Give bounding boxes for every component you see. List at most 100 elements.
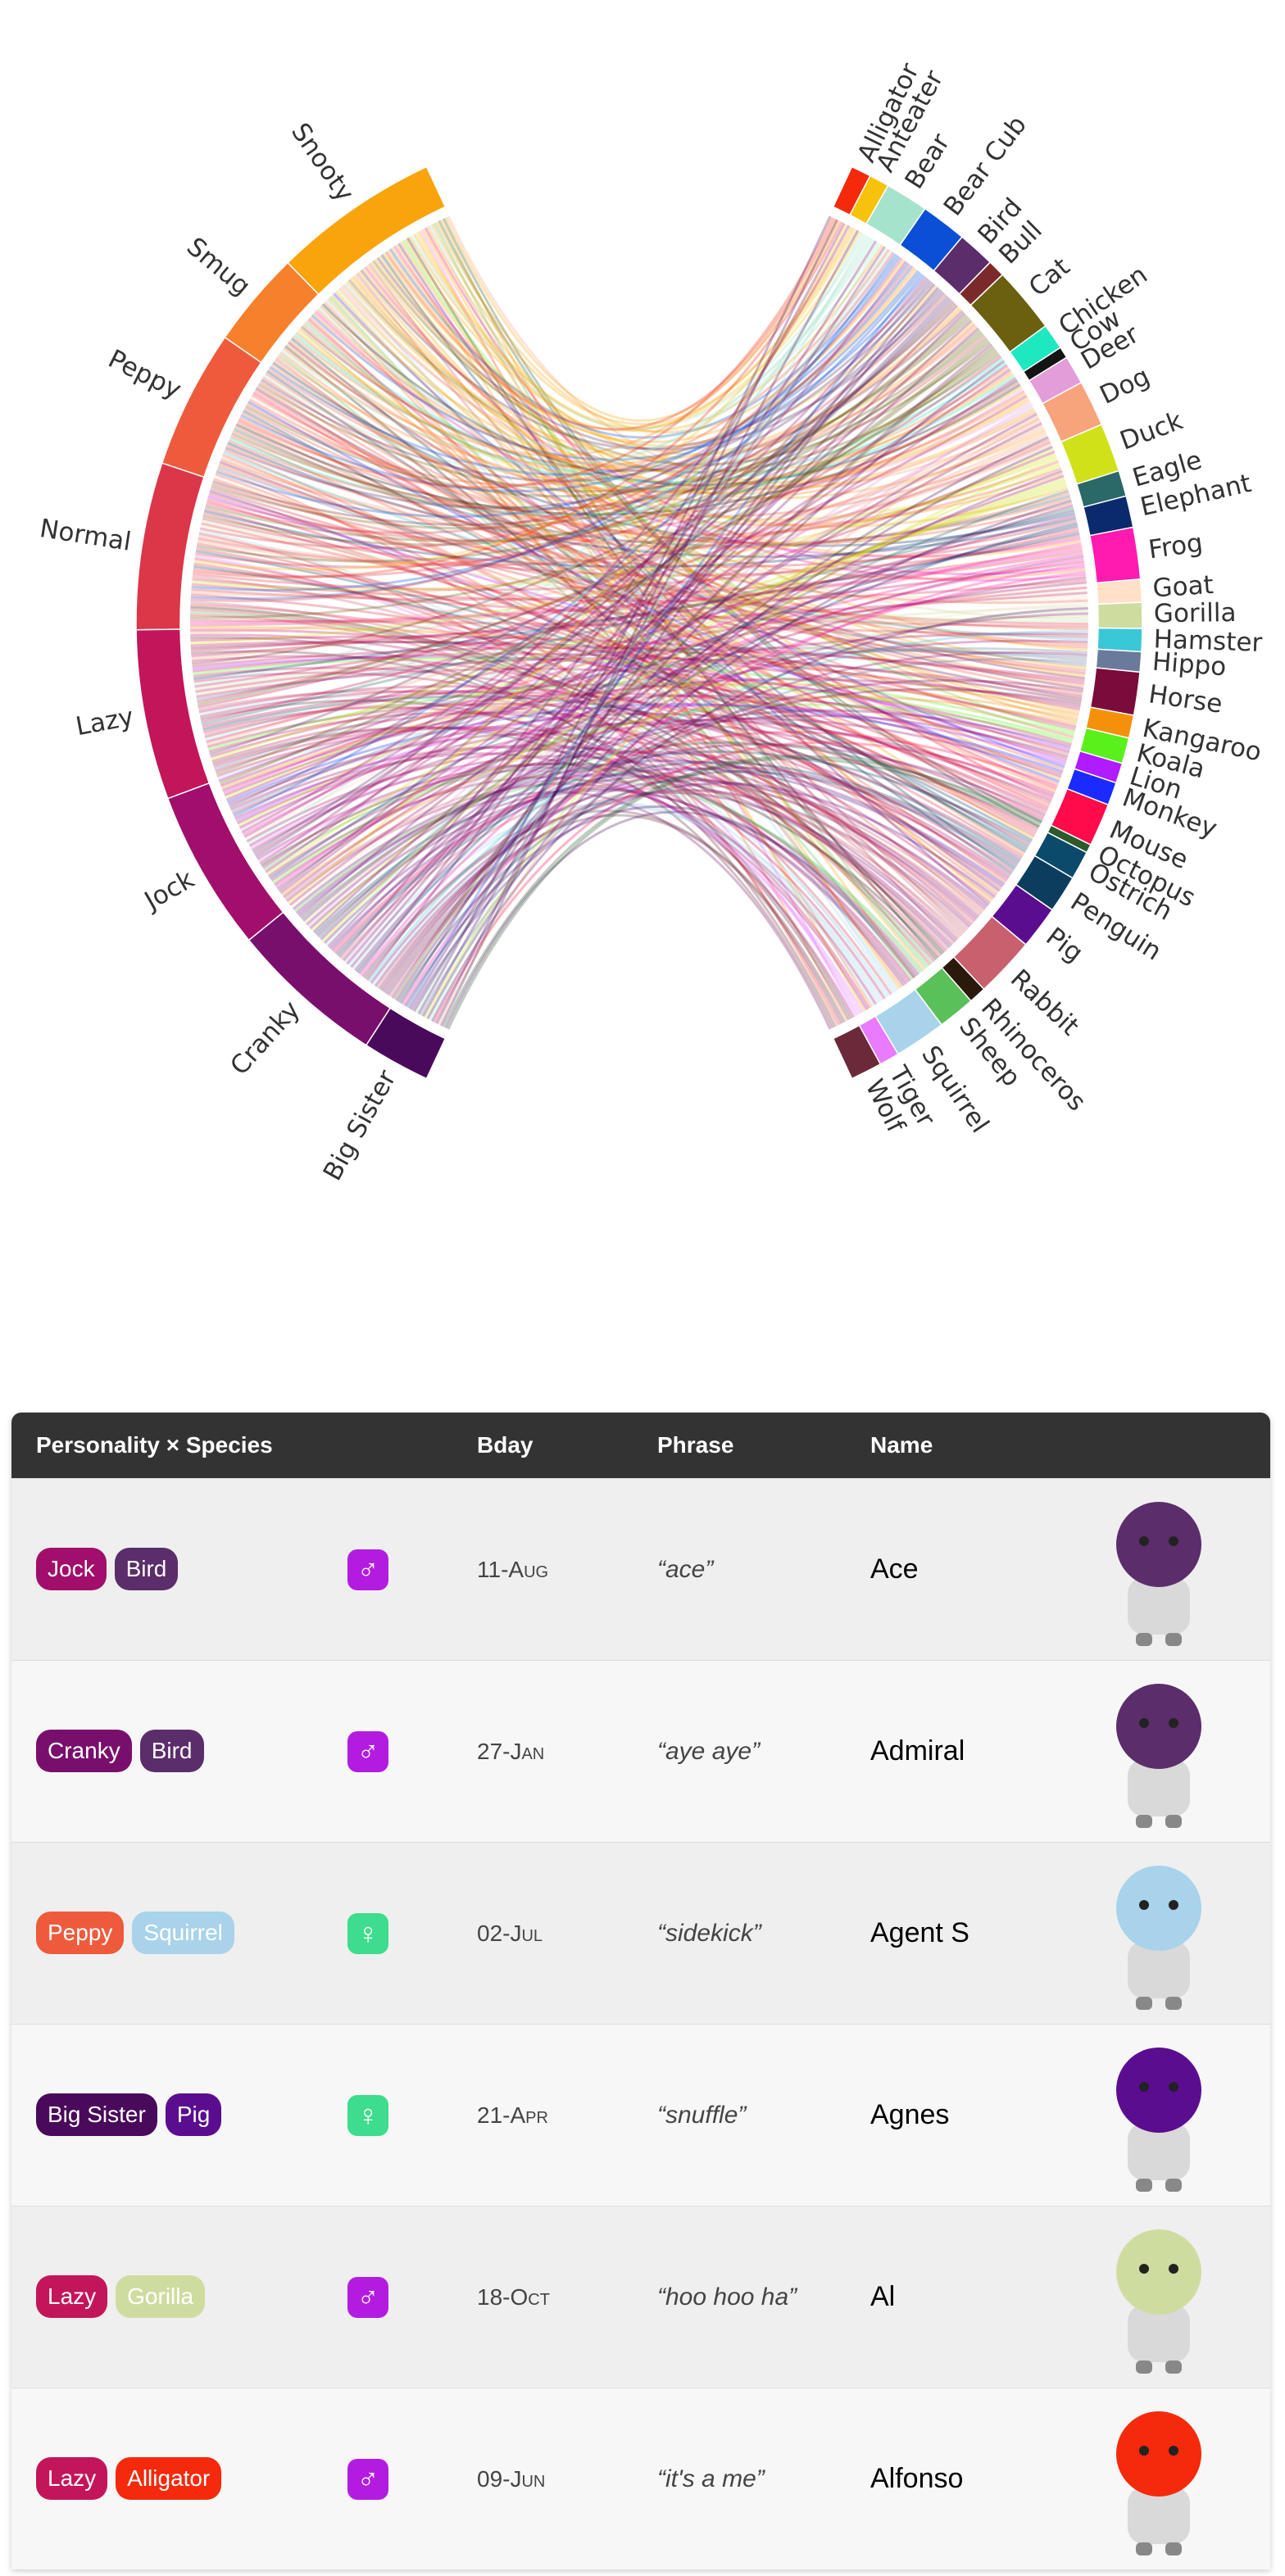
tags: Big Sister Pig (36, 2093, 222, 2136)
chord (384, 218, 837, 431)
chord (203, 705, 886, 1000)
chord (199, 264, 911, 550)
chord (227, 442, 1077, 558)
chord (261, 368, 1011, 869)
chord (431, 224, 852, 425)
catchphrase: “sidekick” (657, 1920, 761, 1947)
chord (192, 455, 1057, 592)
table-row: Lazy Alligator ♂ 09-Jun “it's a me” Alfonso (11, 2388, 1270, 2569)
chord (387, 249, 938, 447)
chord (406, 273, 924, 1009)
group-label: Goat (1151, 570, 1214, 604)
chord (217, 732, 882, 1003)
chord (193, 293, 947, 578)
chord (245, 583, 1087, 841)
chord (211, 484, 1068, 760)
chord (193, 229, 857, 571)
chord (415, 243, 882, 1014)
chord (220, 426, 1045, 535)
chord (190, 626, 1079, 716)
chord (424, 457, 1058, 1018)
chord (225, 288, 942, 510)
group-label: Lazy (74, 702, 136, 742)
chord (225, 444, 1070, 550)
chord (321, 465, 1061, 942)
group-arc (247, 911, 392, 1046)
villager-name: Ace (870, 1553, 919, 1585)
chord (265, 261, 907, 873)
chord (252, 392, 1049, 810)
avatar-leg (1165, 2361, 1182, 2374)
chord (279, 377, 1017, 895)
chord (402, 563, 1085, 1005)
chord (212, 302, 956, 527)
group-label: Hippo (1151, 647, 1228, 683)
chord (340, 776, 984, 960)
group-label: Dog (1096, 361, 1155, 410)
chord (192, 575, 967, 932)
chord (229, 290, 943, 809)
chord (368, 630, 1088, 982)
avatar-leg (1165, 2179, 1182, 2192)
chord (342, 283, 1069, 528)
chord (302, 709, 1071, 922)
avatar-head (1116, 1684, 1201, 1769)
avatar-body (1128, 2487, 1190, 2544)
chord (203, 510, 1075, 569)
group-arc (135, 628, 211, 800)
chord (286, 782, 878, 1005)
avatar-head (1116, 1866, 1201, 1951)
chord (304, 321, 1004, 484)
chord (420, 658, 1087, 1016)
chord (192, 301, 955, 665)
chord (196, 547, 1051, 805)
group-arc (135, 462, 205, 631)
chord (272, 703, 1073, 884)
chord (204, 507, 1024, 858)
gender-badge: ♂ (347, 2459, 388, 2500)
chord (245, 317, 971, 498)
chord (199, 689, 1014, 873)
chord (290, 337, 1013, 875)
avatar-head (1116, 2411, 1201, 2497)
chord (263, 238, 873, 474)
chord (238, 416, 1062, 537)
chord (274, 751, 1010, 886)
chord (420, 229, 857, 1017)
chord (228, 732, 987, 910)
villager-image (1116, 1502, 1201, 1646)
chord (194, 529, 1079, 688)
chord (350, 277, 960, 460)
chord (248, 398, 1071, 545)
chord (417, 215, 832, 1015)
chord (395, 436, 1049, 1001)
chord (254, 474, 1065, 856)
chord (198, 394, 1028, 709)
chord (190, 633, 973, 926)
group-label: Frog (1147, 528, 1205, 565)
chord (344, 282, 899, 991)
avatar-eye (1169, 2082, 1178, 2092)
chord (338, 287, 1080, 714)
chord (318, 489, 1069, 939)
gender-badge: ♂ (347, 1549, 388, 1590)
chord (228, 323, 976, 511)
chord (267, 368, 1051, 518)
villager-table: Personality × Species Bday Phrase Name J… (11, 1413, 1270, 2569)
chord (281, 695, 1078, 896)
chord (250, 764, 861, 1014)
gender-badge: ♀ (347, 1913, 388, 1954)
avatar-body (1128, 2123, 1190, 2180)
birthday: 18-Oct (477, 2284, 550, 2310)
chord (211, 710, 1011, 878)
chord (190, 452, 1056, 645)
chord (299, 422, 1042, 918)
chord (352, 275, 1078, 723)
chord (261, 376, 1074, 739)
chord (211, 315, 969, 530)
chord (429, 234, 869, 1021)
villager-image (1116, 2411, 1201, 2556)
chord (265, 372, 1088, 646)
chord (216, 265, 914, 519)
